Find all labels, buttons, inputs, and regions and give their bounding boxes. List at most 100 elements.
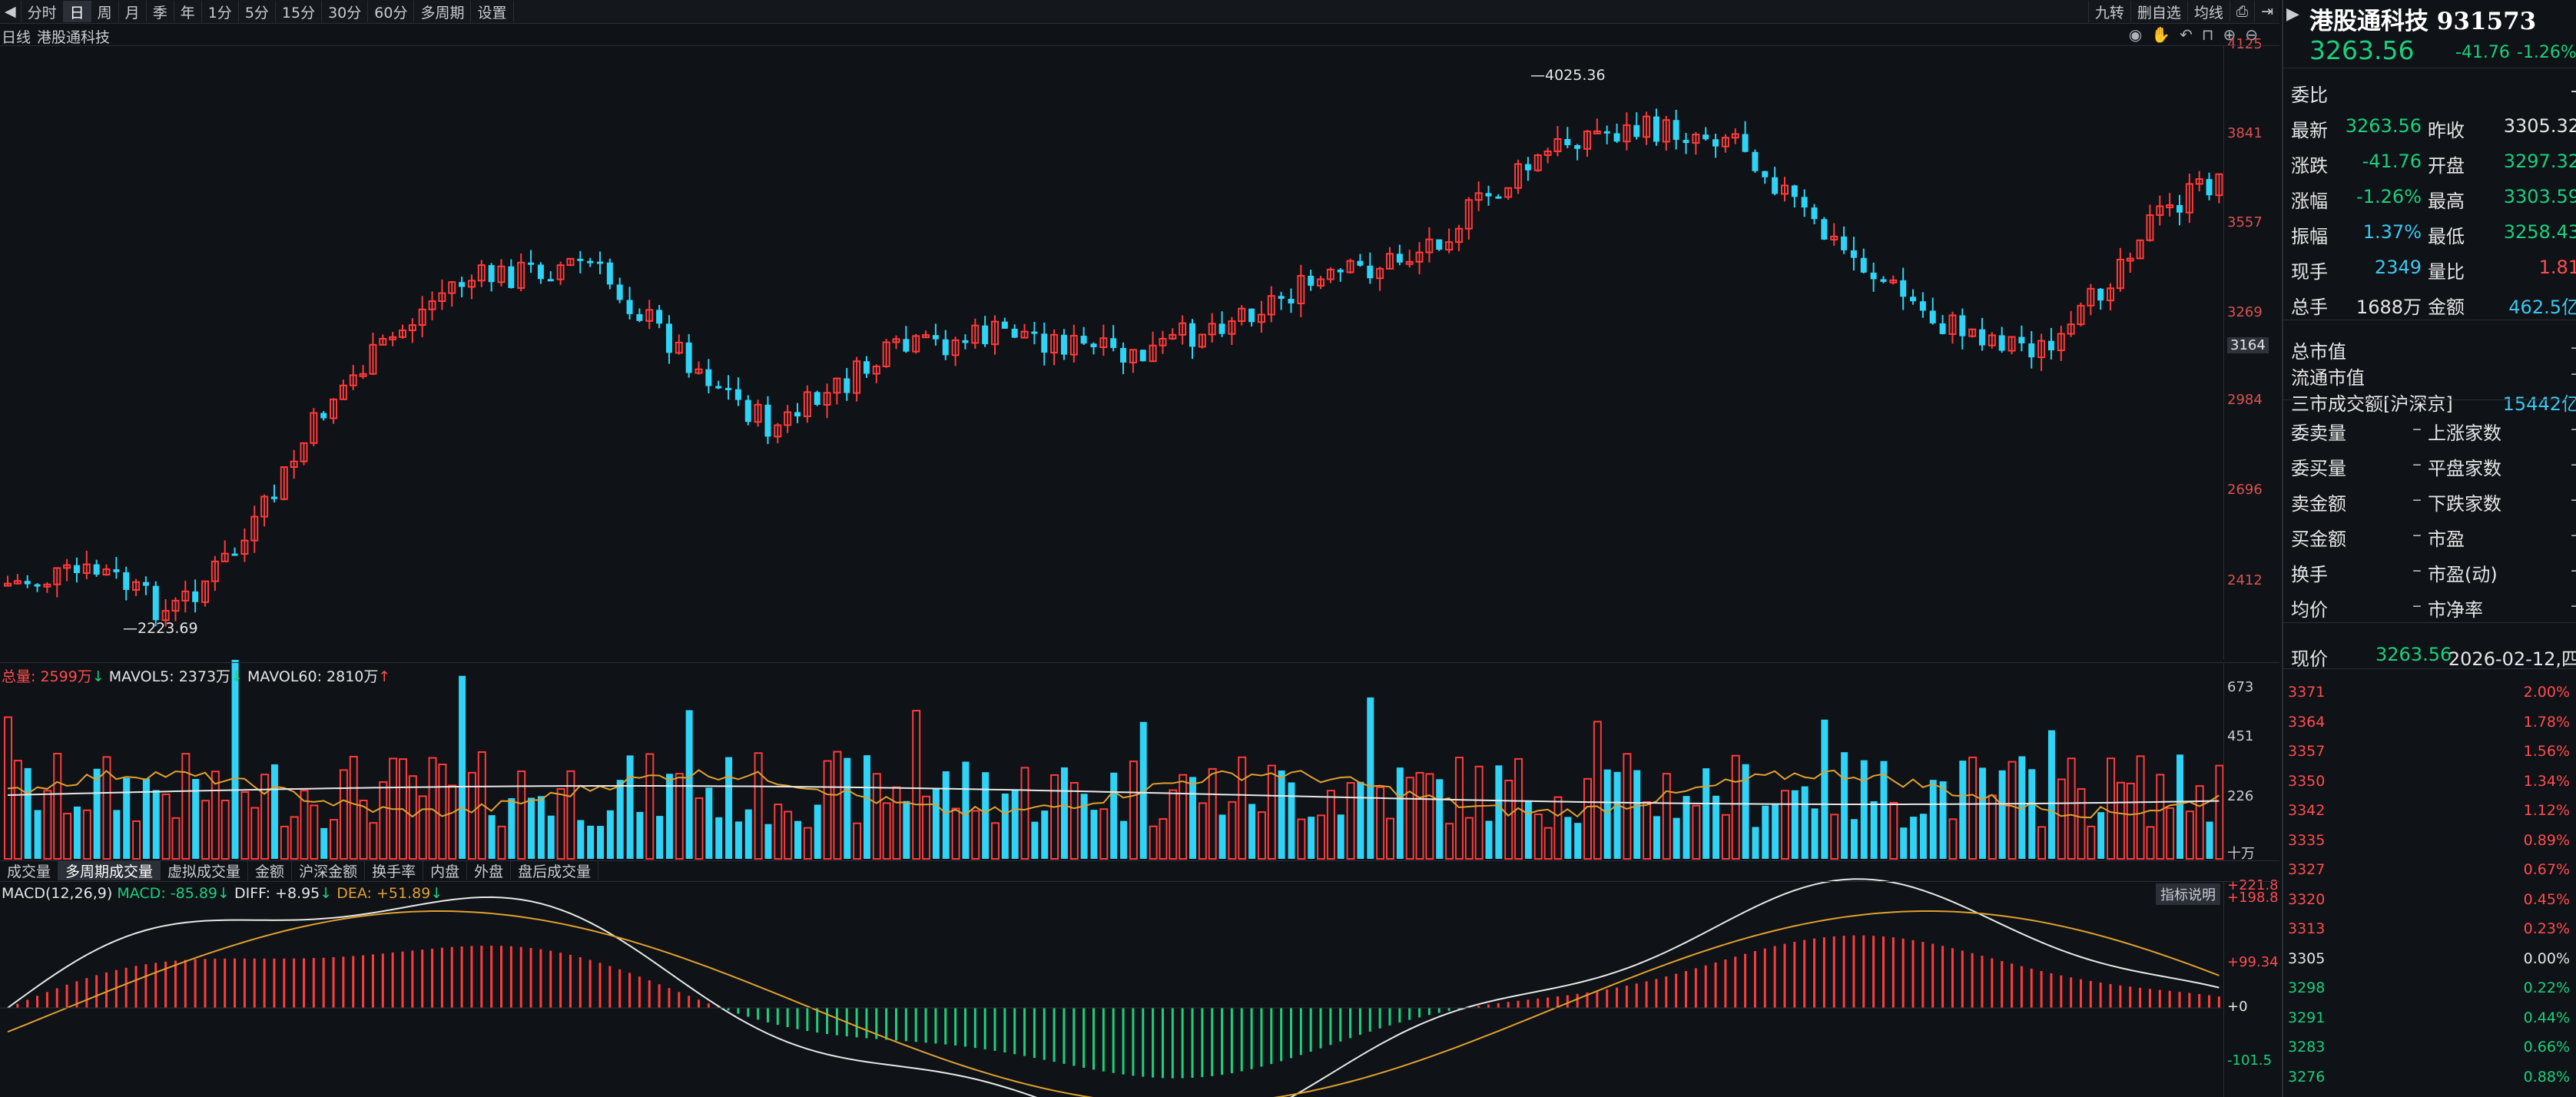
period-8[interactable]: 15分 bbox=[276, 1, 323, 22]
volume-total: 2599万 bbox=[40, 668, 92, 685]
period-0[interactable]: 分时 bbox=[22, 1, 64, 22]
period-3[interactable]: 月 bbox=[119, 1, 147, 22]
candle-body bbox=[1346, 260, 1354, 273]
zoom-out-icon[interactable]: ⊖ bbox=[2245, 25, 2258, 44]
candle-body bbox=[1900, 280, 1907, 297]
volume-bar bbox=[477, 751, 486, 860]
eye-icon[interactable]: ◉ bbox=[2128, 25, 2143, 44]
candle-body bbox=[1297, 274, 1305, 305]
candle-body bbox=[1830, 235, 1838, 240]
period-10[interactable]: 60分 bbox=[368, 1, 415, 22]
volume-bar bbox=[260, 774, 270, 860]
quote-label: 均价 bbox=[2291, 599, 2328, 621]
candle-body bbox=[1326, 268, 1334, 280]
candle-body bbox=[2166, 204, 2174, 208]
candle-body bbox=[1495, 196, 1502, 199]
volume-bar bbox=[2018, 756, 2026, 859]
candle-body bbox=[280, 466, 288, 500]
period-4[interactable]: 季 bbox=[147, 1, 174, 22]
period-7[interactable]: 5分 bbox=[239, 1, 276, 22]
candle-body bbox=[1692, 134, 1700, 144]
volume-bar bbox=[379, 780, 388, 860]
undo-icon[interactable]: ↶ bbox=[2180, 25, 2193, 44]
period-9[interactable]: 30分 bbox=[322, 1, 369, 22]
candle-body bbox=[1474, 192, 1483, 201]
quote-label: 上涨家数 bbox=[2428, 423, 2501, 444]
volume-bar bbox=[1159, 818, 1168, 860]
toolbar-nine-turn[interactable]: 九转 bbox=[2087, 1, 2130, 22]
period-2[interactable]: 周 bbox=[91, 1, 119, 22]
indicator-tab-2[interactable]: 虚拟成交量 bbox=[161, 860, 249, 880]
toolbar-moving-average[interactable]: 均线 bbox=[2186, 1, 2230, 22]
volume-bar bbox=[1850, 819, 1858, 859]
volume-bar bbox=[459, 675, 466, 859]
hand-icon[interactable]: ✋ bbox=[2151, 25, 2171, 44]
period-11[interactable]: 多周期 bbox=[414, 1, 472, 22]
lock-icon[interactable]: ⊓ bbox=[2201, 25, 2214, 44]
candle-body bbox=[1514, 163, 1523, 189]
candle-body bbox=[764, 404, 771, 437]
volume-bar bbox=[467, 771, 476, 860]
indicator-tab-0[interactable]: 成交量 bbox=[0, 860, 59, 880]
volume-bar bbox=[1139, 721, 1147, 859]
volume-bar bbox=[102, 756, 111, 860]
quote-value: – bbox=[2412, 418, 2422, 439]
quote-label: 换手 bbox=[2291, 564, 2328, 585]
candle-body bbox=[1533, 154, 1542, 171]
indicator-tab-5[interactable]: 换手率 bbox=[365, 860, 424, 880]
candle-body bbox=[408, 324, 416, 332]
candle-body bbox=[616, 284, 623, 300]
volume-bar bbox=[1020, 767, 1029, 860]
print-icon[interactable]: ⎙ bbox=[2229, 1, 2254, 22]
candle-body bbox=[389, 336, 397, 340]
indicator-tab-3[interactable]: 金额 bbox=[248, 860, 293, 880]
indicator-tab-7[interactable]: 外盘 bbox=[467, 860, 512, 880]
collapse-icon[interactable]: ▶ bbox=[2286, 5, 2299, 24]
period-5[interactable]: 年 bbox=[174, 1, 202, 22]
volume-bar bbox=[300, 790, 309, 860]
indicator-tab-6[interactable]: 内盘 bbox=[423, 860, 468, 880]
volume-bar bbox=[1464, 817, 1474, 860]
candle-body bbox=[1781, 184, 1789, 195]
quote-label: 三市成交额[沪深京] bbox=[2291, 393, 2453, 415]
candle-body bbox=[734, 389, 741, 400]
indicator-tab-1[interactable]: 多周期成交量 bbox=[58, 860, 161, 880]
candle-body bbox=[132, 581, 141, 591]
indicator-tab-4[interactable]: 沪深金额 bbox=[292, 860, 366, 880]
toolbar-remove-watchlist[interactable]: 删自选 bbox=[2130, 1, 2187, 22]
candle-body bbox=[2057, 333, 2065, 352]
volume-bar bbox=[1662, 773, 1671, 860]
candle-body bbox=[833, 377, 841, 394]
high-price-label: —4025.36 bbox=[1530, 67, 1606, 84]
candle-body bbox=[1445, 241, 1454, 251]
volume-bar bbox=[982, 772, 990, 859]
candle-body bbox=[774, 424, 782, 438]
mini-pct-tick: 0.44% bbox=[2523, 1009, 2570, 1026]
quote-value: – bbox=[2412, 559, 2422, 581]
mini-price-tick: 3327 bbox=[2288, 861, 2326, 878]
mini-price-tick: 3291 bbox=[2288, 1009, 2326, 1026]
volume-bar bbox=[1514, 757, 1523, 860]
candle-body bbox=[290, 460, 298, 468]
volume-bar bbox=[951, 807, 960, 860]
period-6[interactable]: 1分 bbox=[202, 1, 239, 22]
period-1[interactable]: 日 bbox=[63, 1, 91, 22]
candle-body bbox=[2037, 340, 2046, 359]
back-icon[interactable]: ◀ bbox=[0, 1, 22, 22]
candle-body bbox=[2156, 205, 2164, 217]
zoom-in-icon[interactable]: ⊕ bbox=[2223, 25, 2236, 44]
volume-bar bbox=[665, 774, 673, 859]
volume-bar bbox=[250, 807, 260, 860]
volume-bar bbox=[408, 775, 417, 860]
candle-body bbox=[24, 581, 31, 585]
volume-bar bbox=[1752, 827, 1759, 859]
mavol5-label: MAVOL5: bbox=[108, 668, 179, 685]
expand-arrow-icon[interactable]: ⇥ bbox=[2254, 1, 2279, 22]
candle-body bbox=[556, 264, 565, 280]
indicator-help-button[interactable]: 指标说明 bbox=[2156, 883, 2220, 905]
candle-body bbox=[982, 325, 989, 345]
mini-price-tick: 3320 bbox=[2288, 890, 2326, 908]
period-12[interactable]: 设置 bbox=[471, 1, 514, 22]
indicator-tab-8[interactable]: 盘后成交量 bbox=[511, 860, 599, 880]
